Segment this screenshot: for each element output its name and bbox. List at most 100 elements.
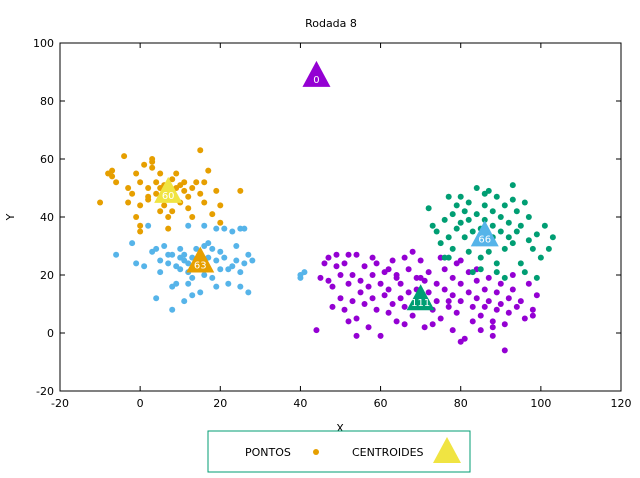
data-point [493,289,500,296]
data-point [529,245,536,252]
data-point [397,280,404,287]
data-point [205,240,212,247]
data-point [437,315,444,322]
data-point [485,274,492,281]
data-point [209,274,216,281]
data-point [189,292,196,299]
data-point [509,272,516,278]
data-point [157,208,164,215]
data-point [389,301,396,307]
data-point [249,257,256,264]
data-point [449,327,456,334]
y-tick-label: 40 [40,211,54,224]
data-point [229,228,236,235]
data-point [233,243,240,249]
data-point [181,179,188,186]
data-point [217,219,224,226]
data-point [453,202,460,209]
data-point [157,170,164,177]
data-point [153,245,160,252]
data-point [385,266,392,273]
y-tick-label: 100 [33,37,54,50]
data-point [137,228,144,235]
data-point [477,312,484,319]
data-point [537,254,544,261]
data-point [489,222,496,229]
data-point [473,211,480,218]
data-point [461,208,468,215]
data-point [369,295,376,302]
data-point [333,251,340,258]
data-point [349,272,356,278]
data-point [493,193,500,200]
data-point [473,185,480,191]
data-point [533,231,540,238]
data-point [505,219,512,226]
data-point [333,263,340,270]
data-point [313,327,320,334]
data-point [489,318,496,325]
y-axis: -20 0 20 40 60 80 100 [33,37,621,398]
centroid-label: 66 [478,234,491,245]
data-point [209,245,216,252]
data-point [177,266,184,273]
data-point [501,202,508,209]
data-point [489,324,496,331]
data-point [125,185,132,191]
data-point [137,222,144,229]
data-point [165,225,172,232]
data-point [365,283,372,290]
x-tick-label: 20 [213,397,227,410]
data-point [501,321,508,328]
data-point [173,170,180,177]
data-point [373,306,380,313]
data-point [245,289,252,296]
data-point [197,147,204,154]
data-point [481,286,488,293]
data-point [433,280,440,287]
data-point [229,263,236,270]
centroid-label: 63 [194,261,207,272]
data-point [389,257,396,264]
data-point [445,234,452,241]
data-point [129,190,136,197]
data-point [377,332,384,339]
centroid-marker [470,220,499,247]
data-point [113,179,120,186]
data-point [505,234,512,241]
data-point [405,289,412,296]
data-point [453,225,460,232]
data-point [433,228,440,235]
data-point [485,298,492,305]
data-point [189,274,196,281]
data-point [133,214,140,220]
data-point [189,214,196,220]
data-point [153,190,160,197]
data-point [241,225,248,232]
data-point [201,272,208,278]
data-point [197,289,204,296]
data-point [189,185,196,191]
data-point [501,347,508,354]
data-point [341,260,348,267]
data-point [217,248,224,255]
x-axis-label: X [336,422,344,435]
data-point [369,272,376,278]
data-point [417,257,424,264]
data-point [337,272,344,278]
data-point [509,286,516,293]
data-point [145,185,152,191]
data-point [425,289,432,296]
data-point [529,312,536,319]
data-point [493,260,500,267]
y-tick-label: 20 [40,269,54,282]
data-point [481,202,488,209]
data-point [137,179,144,186]
centroid-label: 60 [162,191,175,202]
data-point [193,179,200,186]
data-point [153,295,160,302]
data-point [465,216,472,223]
data-point [369,254,376,261]
data-point [325,254,332,261]
plot-area: 0 60 63 66 111 [97,60,556,354]
